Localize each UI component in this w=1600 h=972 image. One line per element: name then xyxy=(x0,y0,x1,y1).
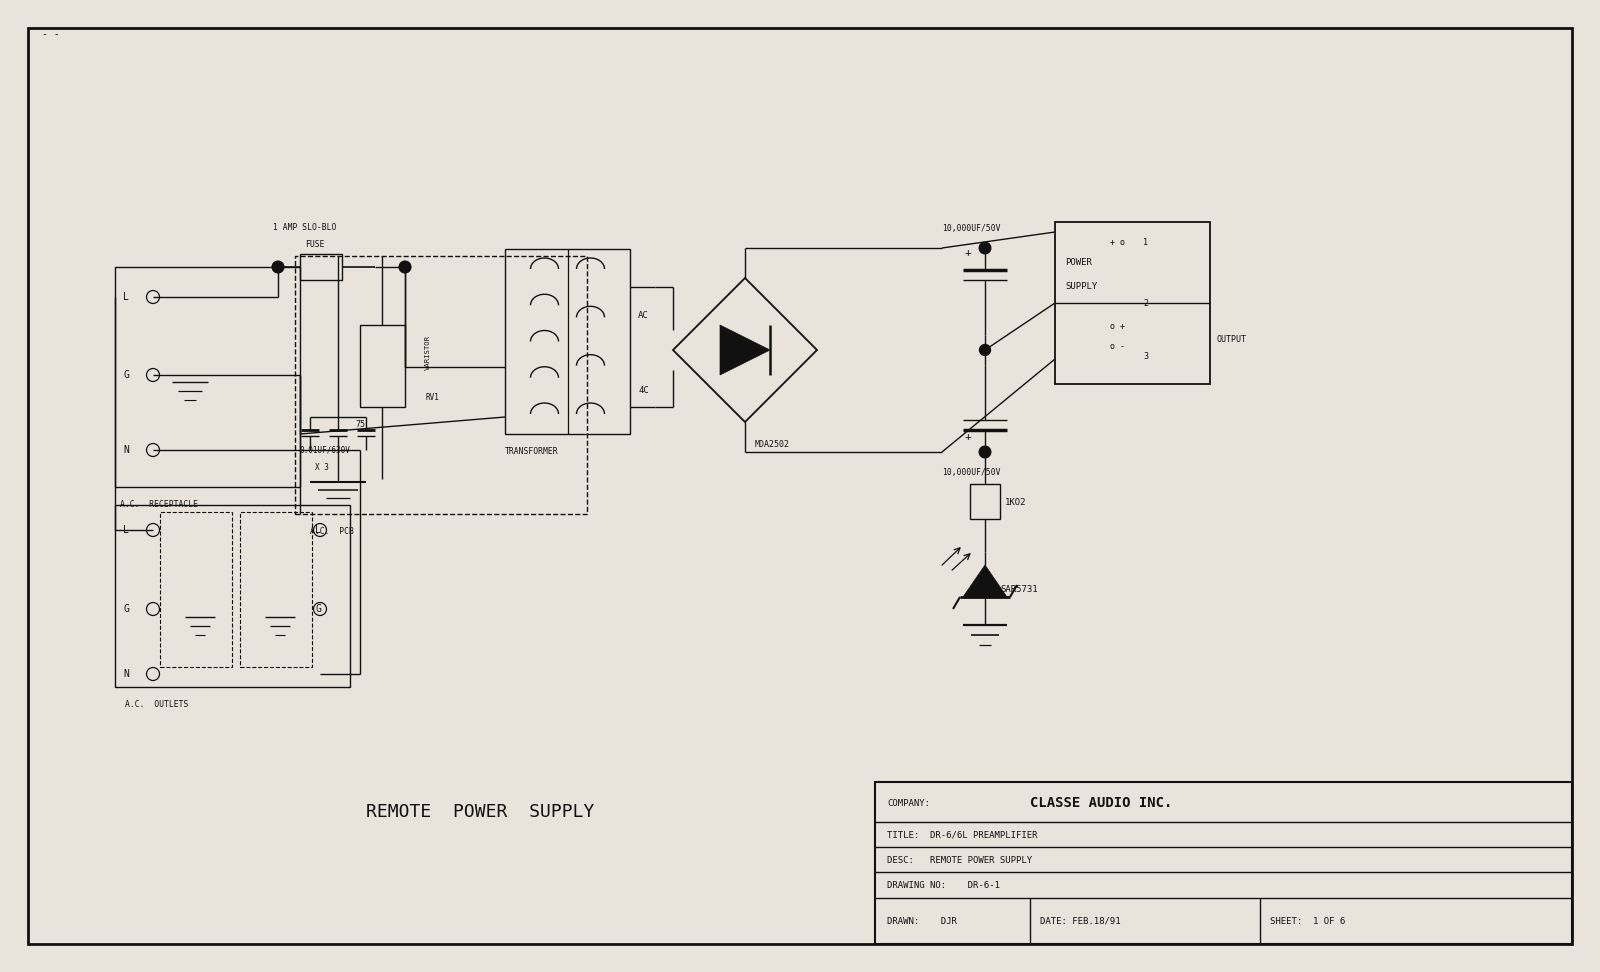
Text: A.C.  PCB: A.C. PCB xyxy=(310,527,354,536)
Text: o +: o + xyxy=(1110,322,1125,330)
Text: L: L xyxy=(123,525,130,535)
Text: +: + xyxy=(965,248,971,258)
Text: G: G xyxy=(123,370,130,380)
Text: SHEET:  1 OF 6: SHEET: 1 OF 6 xyxy=(1270,917,1346,925)
Circle shape xyxy=(979,446,990,458)
Text: AC: AC xyxy=(638,310,648,320)
Text: A.C.  OUTLETS: A.C. OUTLETS xyxy=(125,700,189,709)
Polygon shape xyxy=(720,325,770,375)
Bar xyxy=(506,249,630,434)
Bar xyxy=(360,325,405,407)
Text: 0.01UF/630V: 0.01UF/630V xyxy=(301,445,350,455)
Text: N: N xyxy=(123,445,130,455)
Circle shape xyxy=(272,261,283,273)
Text: OUTPUT: OUTPUT xyxy=(1216,334,1246,343)
Text: REMOTE  POWER  SUPPLY: REMOTE POWER SUPPLY xyxy=(366,803,594,821)
Text: + o: + o xyxy=(1110,237,1125,247)
Text: CLASSE AUDIO INC.: CLASSE AUDIO INC. xyxy=(1030,796,1173,810)
Text: FUSE: FUSE xyxy=(306,239,325,249)
Text: 1: 1 xyxy=(1142,237,1149,247)
Text: DRAWING NO:    DR-6-1: DRAWING NO: DR-6-1 xyxy=(886,881,1000,889)
Polygon shape xyxy=(963,565,1006,597)
Text: 2: 2 xyxy=(1142,298,1149,307)
Bar xyxy=(240,512,312,667)
Text: 10,000UF/50V: 10,000UF/50V xyxy=(942,224,1000,232)
Bar xyxy=(160,512,232,667)
Text: TRANSFORMER: TRANSFORMER xyxy=(506,446,558,456)
Circle shape xyxy=(400,261,411,272)
Bar xyxy=(115,267,301,487)
Circle shape xyxy=(979,242,990,254)
Bar xyxy=(301,254,342,280)
Text: 75: 75 xyxy=(355,420,365,429)
Text: MDA2502: MDA2502 xyxy=(755,439,790,448)
Text: DATE: FEB.18/91: DATE: FEB.18/91 xyxy=(1040,917,1120,925)
Text: SAR5731: SAR5731 xyxy=(1000,584,1038,594)
Text: TITLE:  DR-6/6L PREAMPLIFIER: TITLE: DR-6/6L PREAMPLIFIER xyxy=(886,830,1037,840)
Text: +: + xyxy=(965,432,971,442)
Text: X 3: X 3 xyxy=(315,463,330,471)
Text: L: L xyxy=(315,525,322,535)
Text: POWER: POWER xyxy=(1066,258,1091,266)
Circle shape xyxy=(400,261,411,273)
Circle shape xyxy=(979,344,990,356)
Text: 1 AMP SLO-BLO: 1 AMP SLO-BLO xyxy=(274,223,336,231)
Text: SUPPLY: SUPPLY xyxy=(1066,282,1098,291)
Text: N: N xyxy=(123,669,130,679)
Text: G: G xyxy=(123,604,130,614)
Text: DESC:   REMOTE POWER SUPPLY: DESC: REMOTE POWER SUPPLY xyxy=(886,855,1032,864)
Bar xyxy=(875,782,1571,944)
Text: o -: o - xyxy=(1110,341,1125,351)
Text: 3: 3 xyxy=(1142,352,1149,361)
Bar xyxy=(115,505,350,687)
Text: L: L xyxy=(123,292,130,302)
Text: A.C.  RECEPTACLE: A.C. RECEPTACLE xyxy=(120,500,198,508)
Text: 1KO2: 1KO2 xyxy=(1005,498,1027,506)
Circle shape xyxy=(272,261,283,272)
Text: - -: - - xyxy=(42,29,59,39)
Bar xyxy=(1054,222,1210,384)
Text: 10,000UF/50V: 10,000UF/50V xyxy=(942,468,1000,476)
Text: 4C: 4C xyxy=(638,386,648,395)
Bar xyxy=(970,484,1000,519)
Bar xyxy=(294,256,587,514)
Text: G: G xyxy=(315,604,322,614)
Text: COMPANY:: COMPANY: xyxy=(886,799,930,808)
Text: VARISTOR: VARISTOR xyxy=(426,334,430,369)
Text: DRAWN:    DJR: DRAWN: DJR xyxy=(886,917,957,925)
Text: RV1: RV1 xyxy=(426,393,438,401)
